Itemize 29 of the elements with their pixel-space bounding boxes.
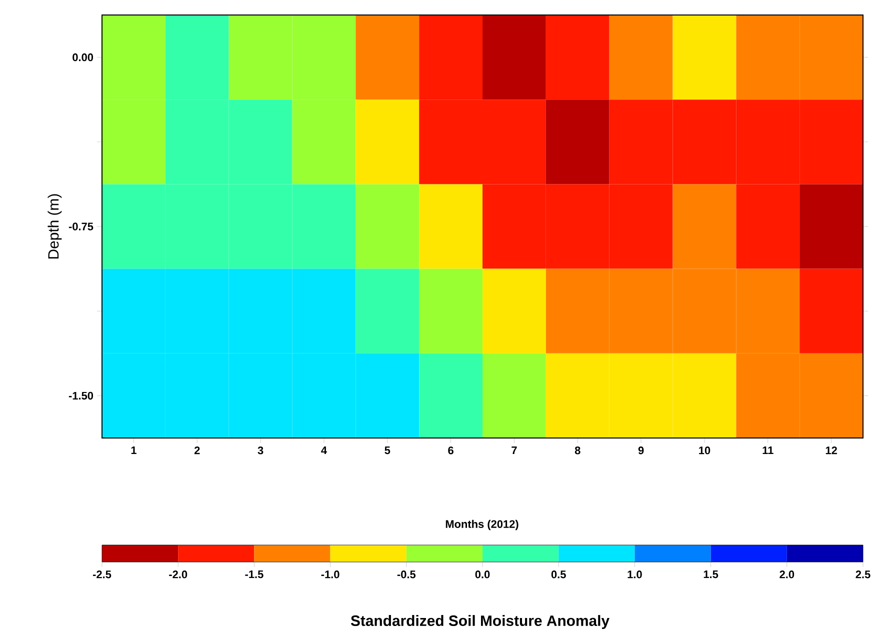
color-bar-label: -0.5 xyxy=(397,570,416,578)
y-tick-label: -1.50 xyxy=(68,392,94,400)
text: Months (2012) xyxy=(446,520,518,530)
x-tick-label: 8 xyxy=(574,446,580,454)
color-bar-label: -2.0 xyxy=(169,570,188,578)
color-bar-label: 2.5 xyxy=(856,570,870,578)
x-tick-label: 9 xyxy=(638,446,644,454)
x-tick-label: 11 xyxy=(762,446,774,454)
color-bar-label: 2.0 xyxy=(780,570,794,578)
color-bar-label: 0.5 xyxy=(551,570,566,578)
color-bar-label: -1.0 xyxy=(321,570,340,578)
color-bar-title: Standardized Soil Moisture Anomaly xyxy=(350,615,610,629)
color-bar-label: 1.5 xyxy=(704,570,718,578)
x-tick-label: 4 xyxy=(321,446,327,454)
y-tick-label: 0.00 xyxy=(72,53,94,62)
x-tick-label: 10 xyxy=(699,446,710,454)
color-bar-label: -2.5 xyxy=(92,570,112,578)
y-tick-label: -0.75 xyxy=(68,222,94,230)
x-tick-label: 1 xyxy=(131,446,136,454)
x-tick-label: 6 xyxy=(448,446,454,454)
y-axis-title: Depth (m) xyxy=(48,194,62,258)
x-tick-label: 7 xyxy=(512,446,517,454)
color-bar-label: 0.0 xyxy=(475,570,490,578)
x-tick-label: 5 xyxy=(384,446,390,454)
x-tick-label: 3 xyxy=(258,446,264,454)
color-bar-label: 1.0 xyxy=(628,570,642,578)
color-bar-label: -1.5 xyxy=(245,570,264,578)
x-tick-label: 2 xyxy=(194,446,200,454)
x-tick-label: 12 xyxy=(826,446,837,454)
